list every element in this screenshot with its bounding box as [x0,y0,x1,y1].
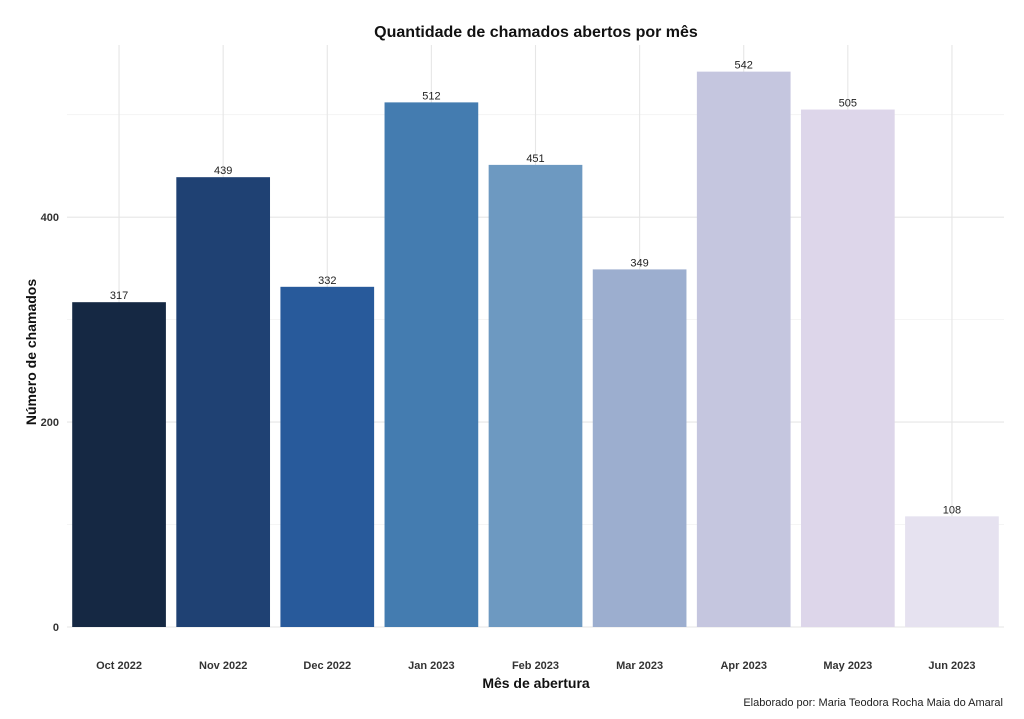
bar [905,516,999,627]
data-label: 505 [839,98,857,110]
data-label: 349 [630,257,648,269]
x-tick-label: Apr 2023 [720,660,766,672]
bar [488,164,583,628]
x-tick-label: Feb 2023 [512,660,559,672]
chart-caption: Elaborado por: Maria Teodora Rocha Maia … [743,697,1003,709]
x-tick-label: Jun 2023 [928,660,975,672]
x-tick-label: Mar 2023 [616,660,663,672]
x-axis-ticks: Oct 2022 Nov 2022 Dec 2022 Jan 2023 Feb 2023… [96,660,975,672]
y-tick-label: 0 [53,622,59,634]
bar [592,269,687,627]
x-tick-label: Dec 2022 [303,660,351,672]
x-tick-label: Oct 2022 [96,660,142,672]
y-tick-label: 200 [41,417,59,429]
y-axis-ticks: 0 200 400 [41,212,59,634]
bars [72,71,999,628]
data-labels: 317 439 332 512 451 349 542 505 108 [110,60,961,517]
bar [800,109,895,628]
data-label: 451 [526,153,544,165]
bar [384,102,479,628]
bar [696,71,791,627]
bar [72,302,166,627]
x-axis-title: Mês de abertura [482,675,590,691]
data-label: 542 [735,60,753,72]
data-label: 332 [318,275,336,287]
data-label: 439 [214,165,232,177]
x-tick-label: May 2023 [823,660,872,672]
bar [176,177,271,628]
chart-title: Quantidade de chamados abertos por mês [374,24,698,41]
x-tick-label: Jan 2023 [408,660,454,672]
x-tick-label: Nov 2022 [199,660,247,672]
data-label: 512 [422,90,440,102]
data-label: 108 [943,504,961,516]
data-label: 317 [110,290,128,302]
y-axis-title: Número de chamados [23,279,39,425]
y-tick-label: 400 [41,212,59,224]
bar [280,286,375,627]
